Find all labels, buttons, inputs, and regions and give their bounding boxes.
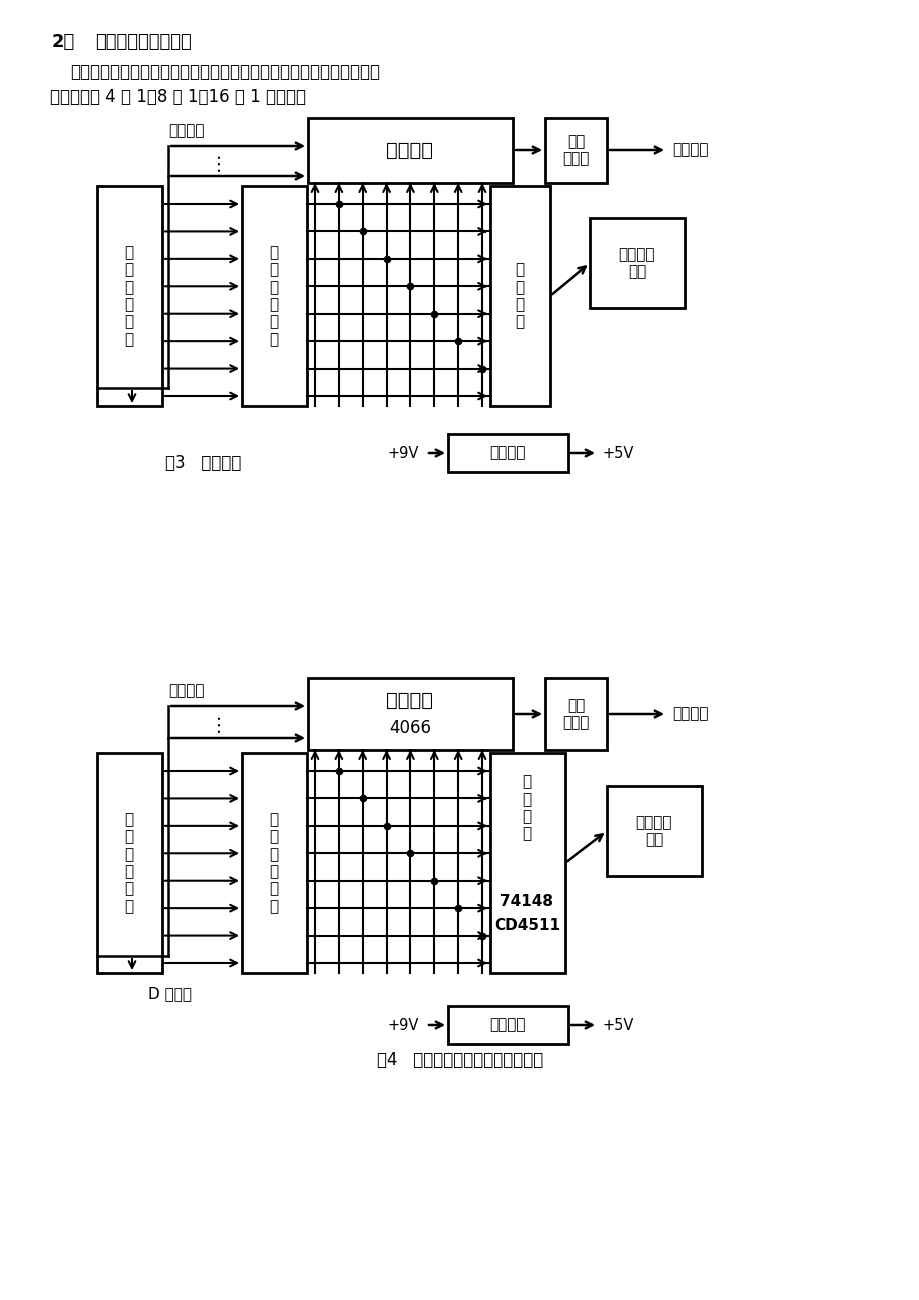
Bar [96, 753, 162, 972]
Bar [96, 186, 162, 406]
Text: 译
码
驱
动: 译 码 驱 动 [515, 263, 524, 330]
Text: 射极
输出器: 射极 输出器 [562, 698, 589, 731]
Bar [589, 218, 685, 308]
Text: 图3   功能框图: 图3 功能框图 [165, 454, 241, 472]
Text: 选通通道
显示: 选通通道 显示 [618, 247, 654, 280]
Text: 视频输出: 视频输出 [671, 706, 708, 722]
Text: 选通通道
显示: 选通通道 显示 [635, 815, 672, 848]
Text: +9V: +9V [387, 446, 418, 460]
Text: 电子开关: 电子开关 [386, 140, 433, 160]
Bar [544, 679, 607, 750]
Text: …: … [203, 712, 222, 732]
Text: 2．: 2． [52, 32, 75, 51]
Text: +5V: +5V [602, 1018, 633, 1032]
Bar [448, 434, 567, 472]
Text: 4066: 4066 [389, 719, 430, 737]
Text: +5V: +5V [602, 446, 633, 460]
Text: 视频输入: 视频输入 [168, 124, 204, 139]
Text: 电子开关: 电子开关 [386, 690, 433, 710]
Text: 电源电路: 电源电路 [489, 446, 526, 460]
Text: 电源电路: 电源电路 [489, 1018, 526, 1032]
Text: 74148: 74148 [500, 893, 553, 909]
Text: 手
动
选
通
开
关: 手 动 选 通 开 关 [124, 244, 133, 347]
Bar [490, 753, 564, 972]
Text: …: … [203, 151, 222, 170]
Text: +9V: +9V [387, 1018, 418, 1032]
Text: 信
号
输
入
锁
存: 信 号 输 入 锁 存 [269, 244, 278, 347]
Bar [242, 186, 307, 406]
Text: 手
动
选
通
开
关: 手 动 选 通 开 关 [124, 812, 133, 914]
Text: 译
码
驱
动: 译 码 驱 动 [522, 775, 531, 841]
Text: D 触发器: D 触发器 [148, 987, 192, 1001]
Text: 视频输出: 视频输出 [671, 143, 708, 157]
Text: CD4511: CD4511 [494, 918, 560, 932]
Text: 图4   简单有源视频切换器原理框图: 图4 简单有源视频切换器原理框图 [377, 1050, 542, 1069]
Bar [607, 786, 701, 876]
Bar [308, 679, 513, 750]
Bar [544, 118, 607, 183]
Text: 视频输入: 视频输入 [168, 684, 204, 698]
Text: 大多数有源视频切换器采用通用的多路模拟电子开关集成电路构成。切: 大多数有源视频切换器采用通用的多路模拟电子开关集成电路构成。切 [70, 62, 380, 81]
Bar [242, 753, 307, 972]
Bar [490, 186, 550, 406]
Text: 信
号
输
入
锁
存: 信 号 输 入 锁 存 [269, 812, 278, 914]
Bar [308, 118, 513, 183]
Text: 换器可分成 4 选 1、8 选 1、16 选 1 等几种。: 换器可分成 4 选 1、8 选 1、16 选 1 等几种。 [50, 88, 306, 107]
Text: 射极
输出器: 射极 输出器 [562, 134, 589, 166]
Text: 简单有源视频切换器: 简单有源视频切换器 [95, 32, 191, 51]
Bar [448, 1006, 567, 1044]
